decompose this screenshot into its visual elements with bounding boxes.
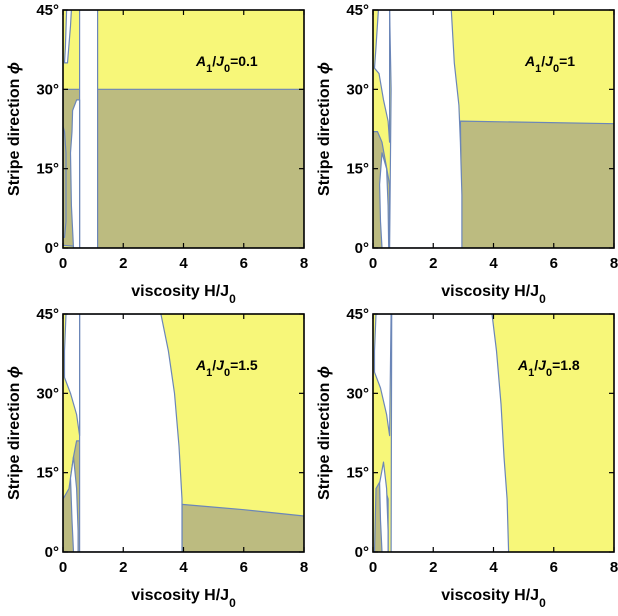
x-tick-label: 4 [489, 255, 498, 272]
x-tick-label: 6 [240, 559, 248, 576]
region-white-5 [379, 152, 390, 248]
x-tick-label: 4 [489, 559, 498, 576]
y-tick-label: 0° [45, 240, 59, 257]
parameter-annotation: A1/J0=0.1 [195, 53, 258, 75]
y-tick-label: 0° [355, 240, 369, 257]
y-tick-label: 30° [346, 385, 369, 402]
x-tick-label: 4 [179, 559, 188, 576]
parameter-annotation: A1/J0=1 [524, 53, 575, 75]
y-tick-label: 30° [36, 385, 59, 402]
parameter-annotation: A1/J0=1.8 [517, 357, 580, 379]
chart-panel-2: 0 2 4 6 8 0° 15° 30° 45° viscosity H/J0 Stripe dir… [316, 2, 618, 306]
parameter-annotation: A1/J0=1.5 [195, 357, 258, 379]
region-olive-1 [459, 120, 614, 248]
y-tick-label: 0° [355, 544, 369, 561]
chart-panel-3: 0 2 4 6 8 0° 15° 30° 45° viscosity H/J0 Stripe dir… [6, 306, 308, 610]
y-tick-label: 45° [36, 306, 59, 323]
y-tick-label: 45° [346, 2, 369, 19]
x-tick-label: 4 [179, 255, 188, 272]
x-tick-label: 6 [550, 559, 558, 576]
y-axis-label: Stripe direction ϕ [316, 62, 333, 196]
x-tick-label: 2 [429, 255, 437, 272]
region-white-3 [389, 10, 463, 248]
region-white-3 [78, 314, 183, 552]
x-tick-label: 2 [119, 559, 127, 576]
y-tick-label: 45° [346, 306, 369, 323]
y-tick-label: 15° [346, 465, 369, 482]
x-axis-label: viscosity H/J0 [131, 587, 236, 610]
region-white-2 [390, 314, 510, 552]
regions [373, 10, 614, 248]
x-axis-label: viscosity H/J0 [441, 587, 546, 610]
x-axis-label: viscosity H/J0 [441, 283, 546, 306]
y-tick-label: 45° [36, 2, 59, 19]
region-white-3 [373, 314, 392, 437]
x-tick-label: 0 [59, 559, 67, 576]
region-white-2 [78, 10, 99, 248]
region-white-3 [69, 99, 81, 248]
chart-panel-1: 0 2 4 6 8 0° 15° 30° 45° viscosity H/J0 Stripe dir… [6, 2, 308, 306]
region-white-5 [69, 456, 79, 552]
x-tick-label: 0 [369, 255, 377, 272]
x-tick-label: 6 [240, 255, 248, 272]
y-tick-label: 15° [36, 161, 59, 178]
region-white-4 [373, 10, 391, 143]
x-tick-label: 8 [610, 559, 618, 576]
x-tick-label: 2 [429, 559, 437, 576]
y-tick-label: 30° [346, 81, 369, 98]
regions [63, 314, 304, 552]
y-axis-label: Stripe direction ϕ [6, 366, 23, 500]
y-tick-label: 15° [36, 465, 59, 482]
region-olive-1 [63, 88, 304, 248]
y-axis-label: Stripe direction ϕ [6, 62, 23, 196]
x-tick-label: 8 [610, 255, 618, 272]
chart-panel-4: 0 2 4 6 8 0° 15° 30° 45° viscosity H/J0 Stripe dir… [316, 306, 618, 610]
y-axis-label: Stripe direction ϕ [316, 366, 333, 500]
x-tick-label: 6 [550, 255, 558, 272]
y-tick-label: 30° [36, 81, 59, 98]
x-tick-label: 0 [59, 255, 67, 272]
regions [63, 10, 304, 248]
region-white-4 [63, 314, 81, 437]
region-white-4 [63, 10, 73, 64]
regions [373, 314, 614, 552]
y-tick-label: 0° [45, 544, 59, 561]
x-tick-label: 8 [300, 559, 308, 576]
x-tick-label: 0 [369, 559, 377, 576]
x-tick-label: 2 [119, 255, 127, 272]
x-axis-label: viscosity H/J0 [131, 283, 236, 306]
y-tick-label: 15° [346, 161, 369, 178]
region-white-4 [379, 461, 389, 552]
x-tick-label: 8 [300, 255, 308, 272]
